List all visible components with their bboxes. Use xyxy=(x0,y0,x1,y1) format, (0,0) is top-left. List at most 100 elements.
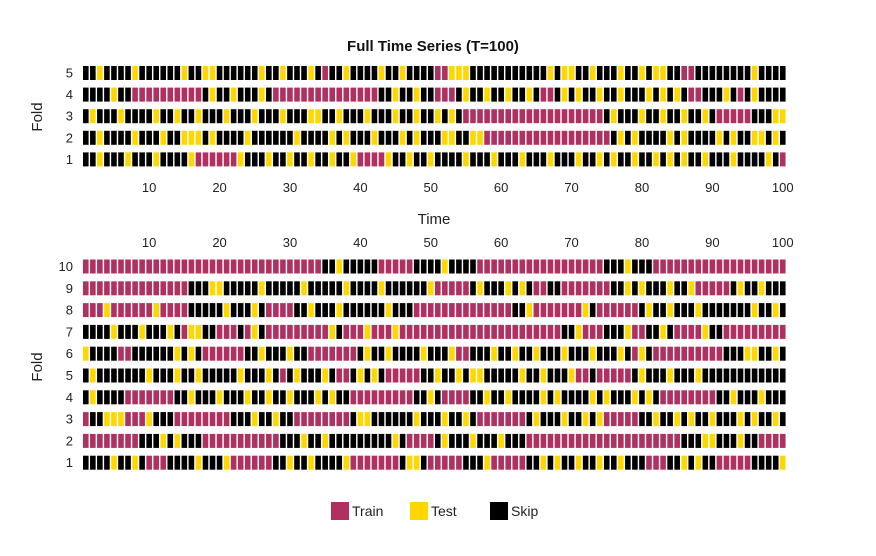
cell-p2-fold7-t7-skip xyxy=(125,324,131,339)
cell-p2-fold3-t41-test xyxy=(364,412,371,427)
cell-p2-fold3-t63-train xyxy=(519,412,526,427)
cell-p2-fold3-t66-skip xyxy=(540,412,547,427)
cell-p2-fold2-t74-train xyxy=(596,433,603,448)
cell-p2-fold1-t39-train xyxy=(350,455,357,470)
cell-p2-fold10-t23-train xyxy=(237,259,244,274)
cell-p1-fold3-t97-skip xyxy=(758,109,765,124)
cell-p1-fold3-t34-test xyxy=(315,109,321,124)
y-tick-label-p2-4: 4 xyxy=(66,390,73,405)
cell-p2-fold3-t33-train xyxy=(308,412,314,427)
cell-p1-fold4-t81-test xyxy=(646,87,652,102)
cell-p2-fold8-t22-skip xyxy=(230,303,237,318)
cell-p1-fold2-t42-test xyxy=(371,130,378,145)
cell-p1-fold1-t11-test xyxy=(153,152,159,167)
cell-p2-fold9-t91-train xyxy=(716,281,723,296)
cell-p1-fold3-t44-skip xyxy=(385,109,392,124)
cell-p1-fold5-t15-test xyxy=(181,66,188,80)
cell-p2-fold8-t35-skip xyxy=(322,303,328,318)
cell-p2-fold1-t51-train xyxy=(435,455,441,470)
cell-p2-fold9-t12-train xyxy=(160,281,167,296)
cell-p2-fold9-t85-skip xyxy=(674,281,680,296)
cell-p2-fold9-t87-test xyxy=(688,281,695,296)
cell-p2-fold2-t37-skip xyxy=(336,433,343,448)
cell-p2-fold4-t84-train xyxy=(667,390,673,405)
cell-p2-fold2-t7-train xyxy=(125,433,131,448)
cell-p1-fold2-t33-skip xyxy=(308,130,314,145)
cell-p1-fold1-t35-skip xyxy=(322,152,328,167)
cell-p1-fold2-t51-skip xyxy=(435,130,441,145)
cell-p2-fold6-t47-skip xyxy=(406,346,413,361)
cell-p2-fold7-t54-train xyxy=(456,324,462,339)
cell-p2-fold5-t54-test xyxy=(456,368,462,383)
cell-p2-fold10-t36-skip xyxy=(329,259,335,274)
cell-p2-fold3-t9-train xyxy=(139,412,145,427)
cell-p2-fold9-t62-skip xyxy=(512,281,519,296)
cell-p2-fold8-t74-train xyxy=(596,303,603,318)
cell-p2-fold2-t27-train xyxy=(266,433,272,448)
cell-p2-fold8-t26-skip xyxy=(259,303,265,318)
cell-p2-fold2-t3-train xyxy=(97,433,103,448)
cell-p2-fold7-t33-train xyxy=(308,324,314,339)
cell-p2-fold1-t70-skip xyxy=(568,455,575,470)
cell-p2-fold6-t97-skip xyxy=(758,346,765,361)
cell-p1-fold1-t10-skip xyxy=(146,152,152,167)
cell-p2-fold4-t7-train xyxy=(125,390,131,405)
cell-p2-fold9-t37-skip xyxy=(336,281,343,296)
cell-p2-fold6-t95-test xyxy=(744,346,751,361)
cell-p1-fold5-t38-test xyxy=(343,66,350,80)
cell-p1-fold3-t1-skip xyxy=(83,109,89,124)
cell-p2-fold3-t23-skip xyxy=(237,412,244,427)
cell-p2-fold2-t31-skip xyxy=(294,433,300,448)
cell-p2-fold1-t3-skip xyxy=(97,455,103,470)
cell-p2-fold7-t58-train xyxy=(484,324,490,339)
x-tick-label-p1-80: 80 xyxy=(635,180,649,195)
x-tick-label-p1-20: 20 xyxy=(212,180,226,195)
cell-p2-fold5-t63-test xyxy=(519,368,526,383)
cell-p2-fold9-t42-skip xyxy=(371,281,378,296)
cell-p1-fold1-t85-skip xyxy=(674,152,680,167)
cell-p2-fold4-t99-skip xyxy=(772,390,779,405)
cell-p1-fold3-t17-test xyxy=(195,109,202,124)
cell-p2-fold8-t28-train xyxy=(273,303,279,318)
cell-p1-fold4-t77-test xyxy=(618,87,624,102)
cell-p1-fold1-t3-test xyxy=(97,152,103,167)
cell-p2-fold10-t29-train xyxy=(280,259,286,274)
cell-p1-fold1-t20-train xyxy=(216,152,223,167)
cell-p1-fold5-t57-skip xyxy=(477,66,483,80)
cell-p2-fold1-t29-skip xyxy=(280,455,286,470)
cell-p2-fold6-t41-test xyxy=(364,346,371,361)
cell-p2-fold4-t28-skip xyxy=(273,390,279,405)
cell-p1-fold2-t45-skip xyxy=(392,130,399,145)
cell-p1-fold4-t80-skip xyxy=(639,87,645,102)
cell-p1-fold3-t52-skip xyxy=(442,109,448,124)
cell-p2-fold10-t8-train xyxy=(132,259,138,274)
cell-p1-fold1-t71-test xyxy=(575,152,582,167)
cell-p2-fold2-t64-train xyxy=(526,433,533,448)
cell-p2-fold1-t100-test xyxy=(779,455,786,470)
cell-p2-fold5-t78-train xyxy=(625,368,631,383)
cell-p2-fold4-t62-skip xyxy=(512,390,519,405)
cell-p1-fold1-t64-skip xyxy=(526,152,533,167)
cell-p2-fold2-t4-train xyxy=(104,433,110,448)
cell-p2-fold10-t54-skip xyxy=(456,259,462,274)
cell-p2-fold7-t83-test xyxy=(660,324,666,339)
cell-p1-fold5-t19-test xyxy=(209,66,216,80)
cell-p1-fold5-t47-skip xyxy=(406,66,413,80)
cell-p1-fold3-t21-test xyxy=(223,109,230,124)
cell-p1-fold5-t10-skip xyxy=(146,66,152,80)
cell-p2-fold9-t89-train xyxy=(702,281,709,296)
cell-p1-fold3-t65-train xyxy=(533,109,540,124)
cell-p2-fold10-t68-train xyxy=(554,259,561,274)
cell-p2-fold7-t1-skip xyxy=(83,324,89,339)
cell-p2-fold9-t43-test xyxy=(378,281,385,296)
cell-p2-fold3-t97-skip xyxy=(758,412,765,427)
cell-p2-fold3-t94-test xyxy=(737,412,744,427)
cell-p1-fold2-t2-skip xyxy=(90,130,96,145)
cell-p2-fold6-t90-train xyxy=(709,346,716,361)
cell-p2-fold10-t45-train xyxy=(392,259,399,274)
cell-p1-fold5-t4-skip xyxy=(104,66,110,80)
cell-p1-fold1-t55-test xyxy=(463,152,469,167)
cell-p2-fold2-t55-skip xyxy=(463,433,469,448)
cell-p2-fold10-t96-train xyxy=(751,259,758,274)
cell-p2-fold7-t42-train xyxy=(371,324,378,339)
